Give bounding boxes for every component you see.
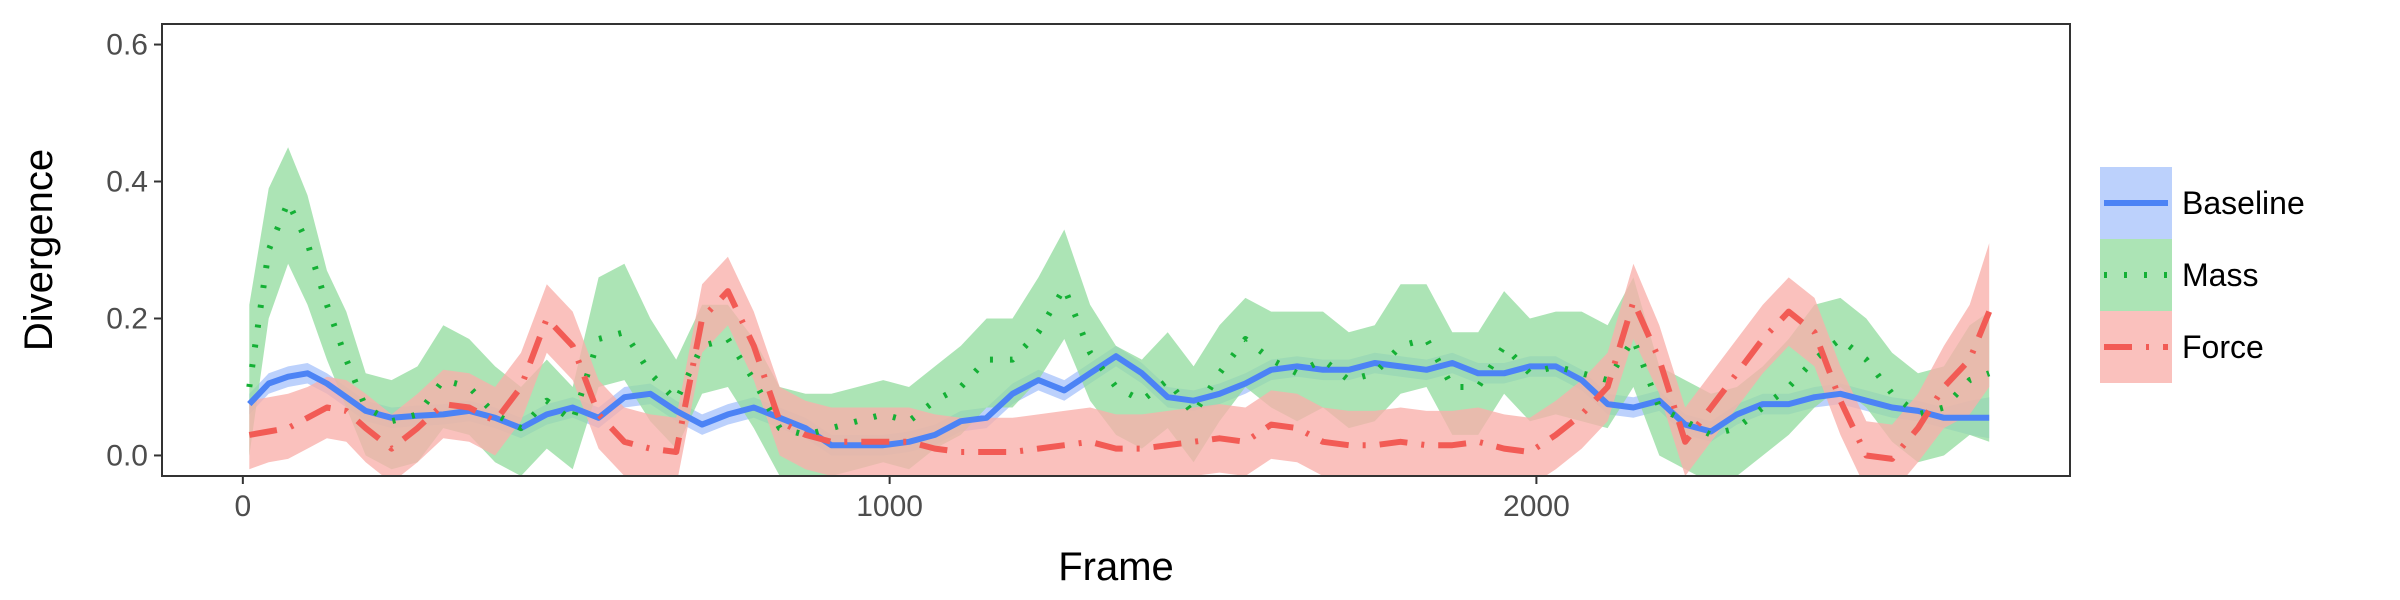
line-force: [248, 288, 1992, 462]
legend-item-force: Force: [2100, 311, 2264, 383]
y-tick-label: 0.2: [106, 302, 148, 335]
legend: Baseline Mass Force: [2100, 167, 2305, 383]
line-baseline: [247, 353, 1990, 449]
y-axis-title: Divergence: [17, 149, 61, 351]
legend-label-baseline: Baseline: [2182, 185, 2305, 221]
x-tick-label: 0: [235, 490, 252, 523]
legend-item-mass: Mass: [2100, 239, 2258, 311]
x-axis: 0 1000 2000: [235, 476, 1570, 523]
x-tick-label: 1000: [856, 490, 923, 523]
y-tick-label: 0.0: [106, 439, 148, 472]
line-layer: [246, 199, 1992, 462]
plot-border: [161, 23, 2071, 477]
x-tick-label: 2000: [1503, 490, 1570, 523]
legend-label-mass: Mass: [2182, 257, 2258, 293]
x-axis-title: Frame: [1058, 545, 1174, 589]
legend-label-force: Force: [2182, 329, 2264, 365]
y-tick-label: 0.4: [106, 166, 148, 199]
legend-item-baseline: Baseline: [2100, 167, 2305, 239]
legend-key-mass: [2100, 239, 2172, 311]
y-axis: 0.0 0.2 0.4 0.6: [106, 29, 162, 472]
y-tick-label: 0.6: [106, 29, 148, 62]
